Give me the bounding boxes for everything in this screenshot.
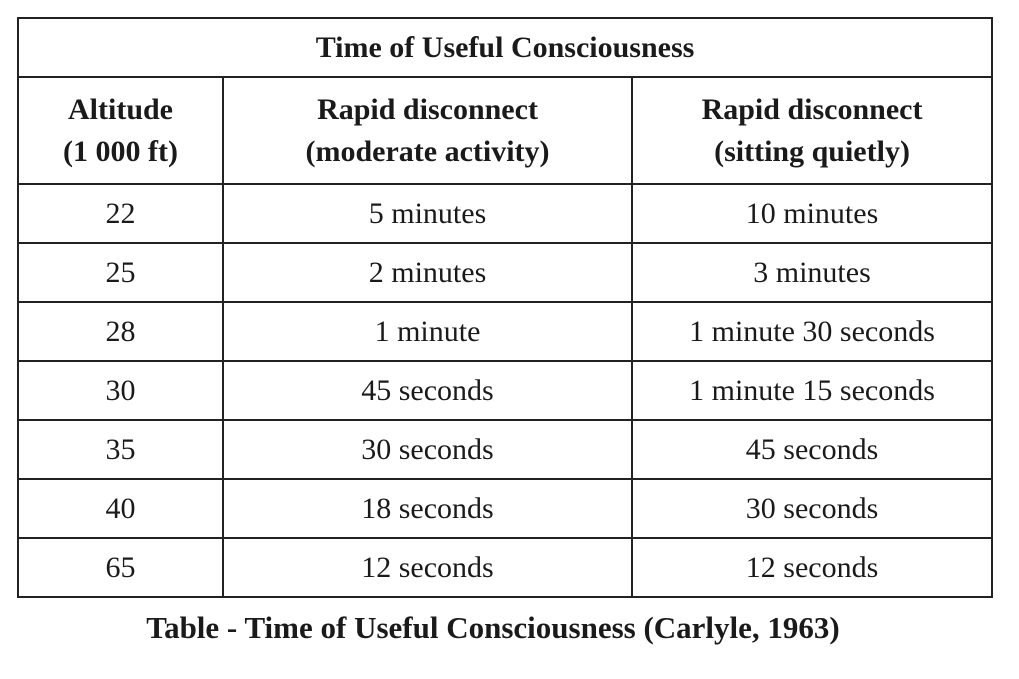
header-line: Altitude <box>68 92 173 126</box>
table-cell: 28 <box>17 301 224 362</box>
table-cell: 35 <box>17 419 224 480</box>
table-cell: 12 seconds <box>630 537 994 598</box>
header-row: Altitude (1 000 ft) Rapid disconnect (moder… <box>17 76 994 185</box>
table-cell: 10 minutes <box>630 183 994 244</box>
table-cell: 30 seconds <box>222 419 633 480</box>
table-cell: 30 seconds <box>630 478 994 539</box>
header-cell: Rapid disconnect (moderate activity) <box>222 76 633 185</box>
header-cell: Altitude (1 000 ft) <box>17 76 224 185</box>
table-row: 30 45 seconds 1 minute 15 seconds <box>17 360 994 421</box>
header-line: (1 000 ft) <box>63 134 178 168</box>
table-cell: 30 <box>17 360 224 421</box>
header-line: (moderate activity) <box>305 134 550 168</box>
header-line: Rapid disconnect <box>701 92 923 126</box>
caption: Table - Time of Useful Consciousness (Ca… <box>146 610 840 645</box>
table-row: 40 18 seconds 30 seconds <box>17 478 994 539</box>
table-cell: 45 seconds <box>630 419 994 480</box>
table-row: 65 12 seconds 12 seconds <box>17 537 994 598</box>
table-cell: 3 minutes <box>630 242 994 303</box>
data-table: Time of Useful Consciousness Altitude (1 … <box>16 17 994 598</box>
table-cell: 12 seconds <box>222 537 633 598</box>
table-cell: 18 seconds <box>222 478 633 539</box>
header-line: (sitting quietly) <box>714 134 910 168</box>
table-cell: 65 <box>17 537 224 598</box>
table-row: 35 30 seconds 45 seconds <box>17 419 994 480</box>
table-row: 22 5 minutes 10 minutes <box>17 183 994 244</box>
table-cell: 1 minute 15 seconds <box>630 360 994 421</box>
header-line: Rapid disconnect <box>317 92 538 126</box>
table-title: Time of Useful Consciousness <box>16 17 994 78</box>
table-cell: 2 minutes <box>222 242 633 303</box>
table-cell: 45 seconds <box>222 360 633 421</box>
table-cell: 1 minute <box>222 301 633 362</box>
table-cell: 5 minutes <box>222 183 633 244</box>
table-cell: 22 <box>17 183 224 244</box>
table-cell: 40 <box>17 478 224 539</box>
header-cell: Rapid disconnect (sitting quietly) <box>630 76 994 185</box>
table-cell: 1 minute 30 seconds <box>630 301 994 362</box>
title-row: Time of Useful Consciousness <box>16 17 994 78</box>
table-row: 28 1 minute 1 minute 30 seconds <box>17 301 994 362</box>
table-row: 25 2 minutes 3 minutes <box>17 242 994 303</box>
table-cell: 25 <box>17 242 224 303</box>
